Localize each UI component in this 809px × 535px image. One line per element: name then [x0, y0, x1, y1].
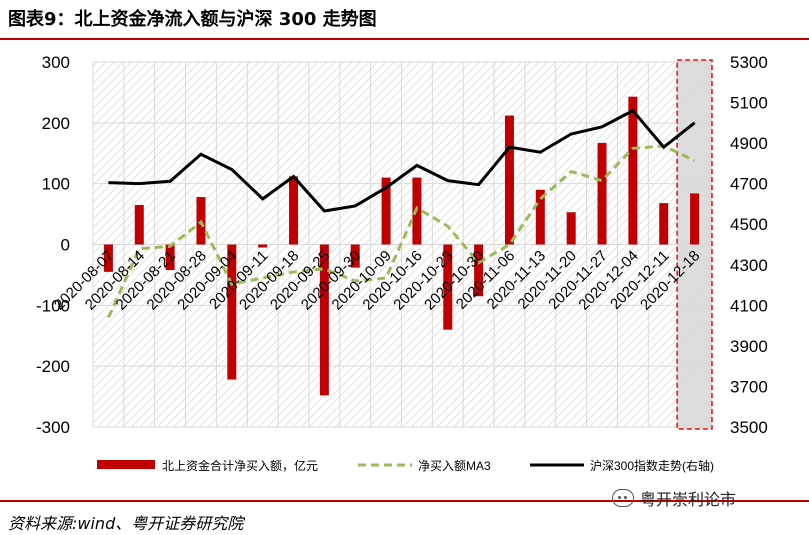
bar [381, 177, 391, 245]
source-note: 资料来源:wind、粤开证券研究院 [8, 514, 244, 533]
title-divider [0, 38, 809, 40]
bar [103, 244, 113, 272]
highlight-box [676, 59, 713, 430]
bar [566, 212, 576, 245]
right-tick-label: 4700 [730, 175, 768, 194]
bar [134, 204, 144, 245]
bar [597, 142, 607, 245]
bar [227, 244, 237, 380]
legend-swatch-bars [97, 460, 155, 469]
left-tick-label: 0 [61, 236, 70, 255]
left-tick-label: -100 [36, 296, 70, 315]
right-tick-label: 3500 [730, 418, 768, 437]
legend-label-bars: 北上资金合计净买入额，亿元 [162, 458, 318, 473]
bar [350, 244, 360, 268]
bar [319, 244, 329, 396]
right-tick-label: 4100 [730, 296, 768, 315]
right-tick-label: 4300 [730, 256, 768, 275]
legend-label-hs300: 沪深300指数走势(右轴) [590, 458, 714, 473]
chart-title: 图表9：北上资金净流入额与沪深 300 走势图 [8, 9, 377, 30]
hs300-line [108, 108, 696, 213]
chart: 300 200 100 0 -100 -200 -300 5300 5100 4900 4700 4… [36, 53, 768, 473]
left-tick-label: -200 [36, 357, 70, 376]
right-tick-label: 3700 [730, 377, 768, 396]
footer-divider [0, 500, 809, 502]
right-tick-label: 4900 [730, 134, 768, 153]
bar [258, 244, 268, 248]
bar [289, 176, 299, 245]
bar [535, 189, 545, 245]
left-tick-label: -300 [36, 418, 70, 437]
bar [443, 244, 453, 330]
bar [659, 203, 669, 245]
bar [690, 193, 700, 245]
watermark: 粤开崇利论市 [612, 486, 736, 510]
bar [474, 244, 484, 297]
bar [165, 244, 175, 271]
right-tick-label: 5300 [730, 53, 768, 72]
bar [504, 115, 514, 245]
right-tick-label: 3900 [730, 337, 768, 356]
bar [628, 96, 638, 245]
right-tick-label: 5100 [730, 94, 768, 113]
legend-label-ma3: 净买入额MA3 [418, 459, 491, 473]
left-tick-label: 100 [42, 175, 70, 194]
left-tick-label: 300 [42, 53, 70, 72]
wechat-icon [612, 489, 634, 507]
watermark-text: 粤开崇利论市 [640, 490, 737, 509]
ma3-line [107, 144, 696, 319]
left-tick-label: 200 [42, 114, 70, 133]
right-tick-label: 4500 [730, 215, 768, 234]
